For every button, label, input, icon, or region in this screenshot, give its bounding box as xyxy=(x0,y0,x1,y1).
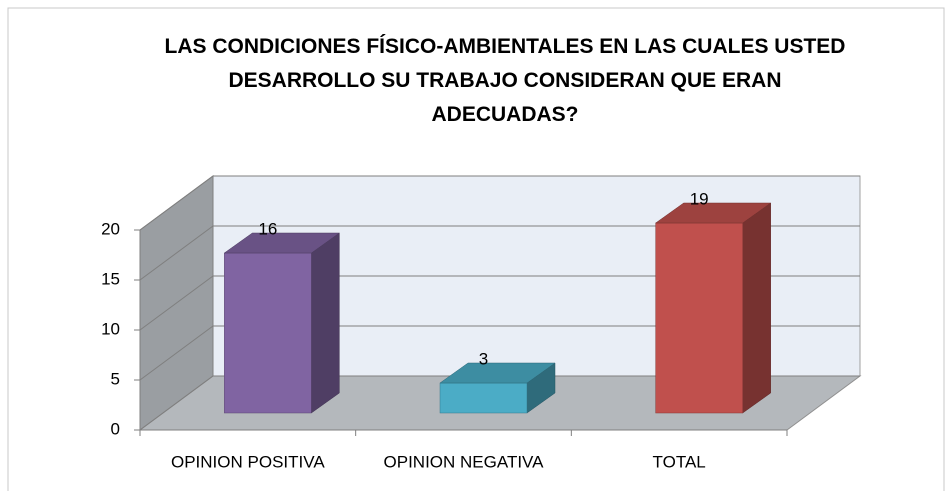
x-tick-label: TOTAL xyxy=(653,452,706,471)
chart-frame xyxy=(7,7,945,491)
grid-line xyxy=(139,175,860,231)
bar-side xyxy=(742,202,771,414)
bar-side xyxy=(311,232,340,414)
bar xyxy=(655,222,743,414)
y-tick-label: 0 xyxy=(111,419,120,438)
chart-title: LAS CONDICIONES FÍSICO-AMBIENTALES EN LA… xyxy=(164,35,846,126)
bar-top xyxy=(223,232,341,254)
value-label: 19 xyxy=(690,189,709,208)
y-tick-label: 20 xyxy=(101,219,120,238)
grid-line xyxy=(139,275,860,331)
value-label: 3 xyxy=(479,349,488,368)
bar xyxy=(224,252,312,414)
grid-line xyxy=(139,225,860,281)
bar xyxy=(439,382,528,414)
value-label: 16 xyxy=(258,219,277,238)
grid-line xyxy=(139,325,860,381)
grid-line xyxy=(139,375,860,431)
x-tick-label: OPINION NEGATIVA xyxy=(384,452,545,471)
y-tick-label: 5 xyxy=(111,369,120,388)
x-tick-label: OPINION POSITIVA xyxy=(171,452,325,471)
bar-top xyxy=(654,202,772,224)
y-tick-label: 10 xyxy=(101,319,120,338)
y-tick-label: 15 xyxy=(101,269,120,288)
bar-top xyxy=(439,362,556,384)
